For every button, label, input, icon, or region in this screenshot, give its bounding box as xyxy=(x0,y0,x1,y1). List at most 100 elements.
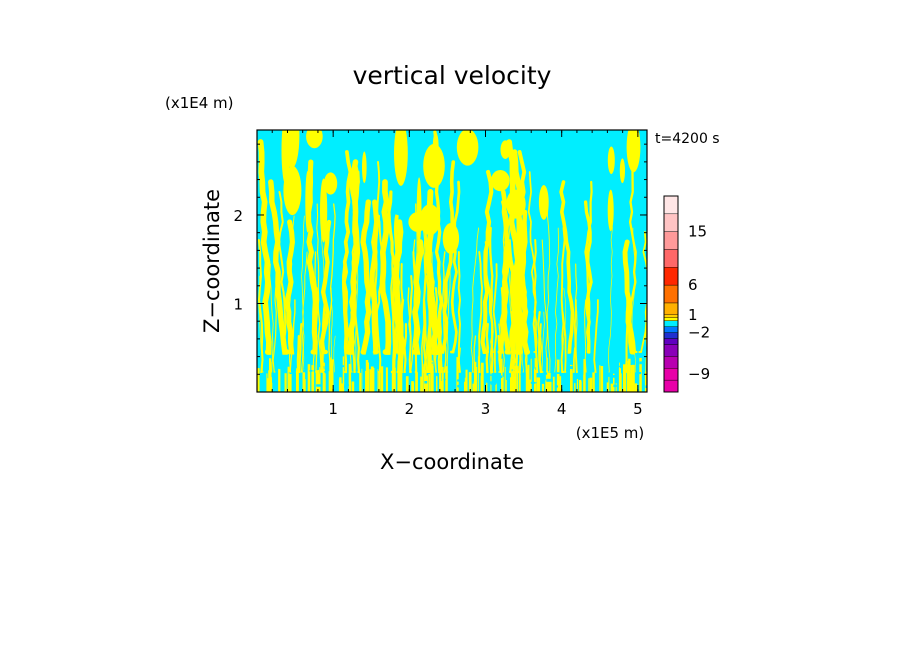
updraft-plume xyxy=(527,171,538,353)
updraft-plume xyxy=(268,179,290,355)
colorbar-cell xyxy=(663,368,679,381)
updraft-cell xyxy=(583,359,586,392)
updraft-cell xyxy=(468,372,472,392)
updraft-cell xyxy=(377,369,379,392)
downdraft-cell xyxy=(359,357,363,359)
colorbar-cell xyxy=(663,379,679,393)
updraft-plume xyxy=(392,219,405,355)
updraft-plume xyxy=(272,287,277,373)
colorbar-frame xyxy=(663,195,679,393)
updraft-plume xyxy=(497,335,503,373)
updraft-cell xyxy=(610,383,614,392)
updraft-cell xyxy=(270,361,272,392)
downdraft-cell xyxy=(520,374,526,376)
updraft-cell xyxy=(559,380,561,392)
updraft-patch xyxy=(490,170,510,192)
updraft-cell xyxy=(428,373,431,392)
x-tick-label: 2 xyxy=(405,400,415,418)
updraft-cell xyxy=(278,369,281,392)
updraft-cell xyxy=(431,366,434,392)
downdraft-cell xyxy=(498,375,503,379)
updraft-cell xyxy=(627,364,628,392)
updraft-cell xyxy=(547,357,548,392)
updraft-patch xyxy=(442,223,460,254)
updraft-cell xyxy=(430,356,432,392)
updraft-cell xyxy=(549,380,552,392)
colorbar-cell xyxy=(663,356,679,369)
updraft-plume xyxy=(470,227,480,373)
updraft-plume xyxy=(379,179,392,355)
updraft-cell xyxy=(351,381,355,392)
updraft-plume xyxy=(485,335,489,373)
updraft-plume xyxy=(342,150,353,354)
downdraft-cell xyxy=(617,365,621,367)
updraft-cell xyxy=(415,369,417,392)
updraft-cell xyxy=(599,365,601,392)
downdraft-cell xyxy=(385,365,389,368)
updraft-cell xyxy=(630,365,633,392)
x-axis-label: X−coordinate xyxy=(380,450,524,474)
updraft-plume xyxy=(511,149,531,355)
updraft-plume xyxy=(400,263,405,373)
downdraft-cell xyxy=(344,384,349,386)
updraft-cell xyxy=(380,366,384,392)
x-tick-label: 3 xyxy=(481,400,491,418)
updraft-plume xyxy=(439,160,456,354)
downdraft-cell xyxy=(613,384,617,388)
updraft-cell xyxy=(436,377,438,392)
plot-frame xyxy=(256,129,648,393)
updraft-cell xyxy=(501,375,503,392)
updraft-cell xyxy=(311,382,314,392)
updraft-plume xyxy=(631,227,637,373)
x-axis-ticks: 1 2 3 4 5 xyxy=(271,130,643,418)
updraft-cell xyxy=(456,357,459,392)
updraft-plume xyxy=(638,231,647,353)
updraft-cell xyxy=(465,369,468,392)
updraft-plume xyxy=(488,226,494,374)
updraft-patch xyxy=(419,204,441,236)
updraft-patch xyxy=(619,158,626,183)
updraft-cell xyxy=(472,383,475,392)
updraft-plume xyxy=(541,311,545,373)
downdraft-cell xyxy=(457,384,464,388)
updraft-cell xyxy=(464,381,467,392)
updraft-cell xyxy=(266,373,268,392)
updraft-patch xyxy=(362,151,367,184)
updraft-cell xyxy=(287,368,290,392)
updraft-cell xyxy=(445,366,448,392)
updraft-cell xyxy=(369,369,371,392)
updraft-patch xyxy=(607,146,615,175)
updraft-plume xyxy=(257,139,272,355)
colorbar-label: 1 xyxy=(688,306,698,324)
downdraft-cell xyxy=(637,372,642,375)
downdraft-cell xyxy=(459,363,463,365)
updraft-cell xyxy=(514,357,517,392)
updraft-patch xyxy=(416,177,422,244)
updraft-cell xyxy=(528,379,532,392)
updraft-plume xyxy=(541,239,549,373)
updraft-cell xyxy=(266,378,269,392)
updraft-cell xyxy=(319,367,321,392)
updraft-cell xyxy=(397,360,400,392)
updraft-cell xyxy=(474,361,477,392)
downdraft-cell xyxy=(534,382,537,384)
updraft-cell xyxy=(399,364,403,392)
updraft-patch xyxy=(320,178,328,243)
x-unit-label: (x1E5 m) xyxy=(576,424,645,442)
updraft-plume xyxy=(593,299,599,373)
downdraft-cell xyxy=(491,363,497,366)
updraft-cell xyxy=(257,368,260,392)
updraft-patch xyxy=(456,130,479,166)
velocity-field xyxy=(257,130,647,392)
colorbar-label: −9 xyxy=(688,365,710,383)
x-tick-label: 5 xyxy=(633,400,643,418)
updraft-cell xyxy=(441,378,444,392)
updraft-cell xyxy=(342,356,345,392)
colorbar-labels: 15 6 1−2 −9 xyxy=(688,223,710,384)
updraft-cell xyxy=(541,383,545,392)
downdraft-cell xyxy=(551,373,556,377)
colorbar-cell xyxy=(663,344,679,357)
updraft-cell xyxy=(606,382,609,392)
colorbar-cells xyxy=(663,195,679,393)
updraft-cell xyxy=(425,375,429,392)
